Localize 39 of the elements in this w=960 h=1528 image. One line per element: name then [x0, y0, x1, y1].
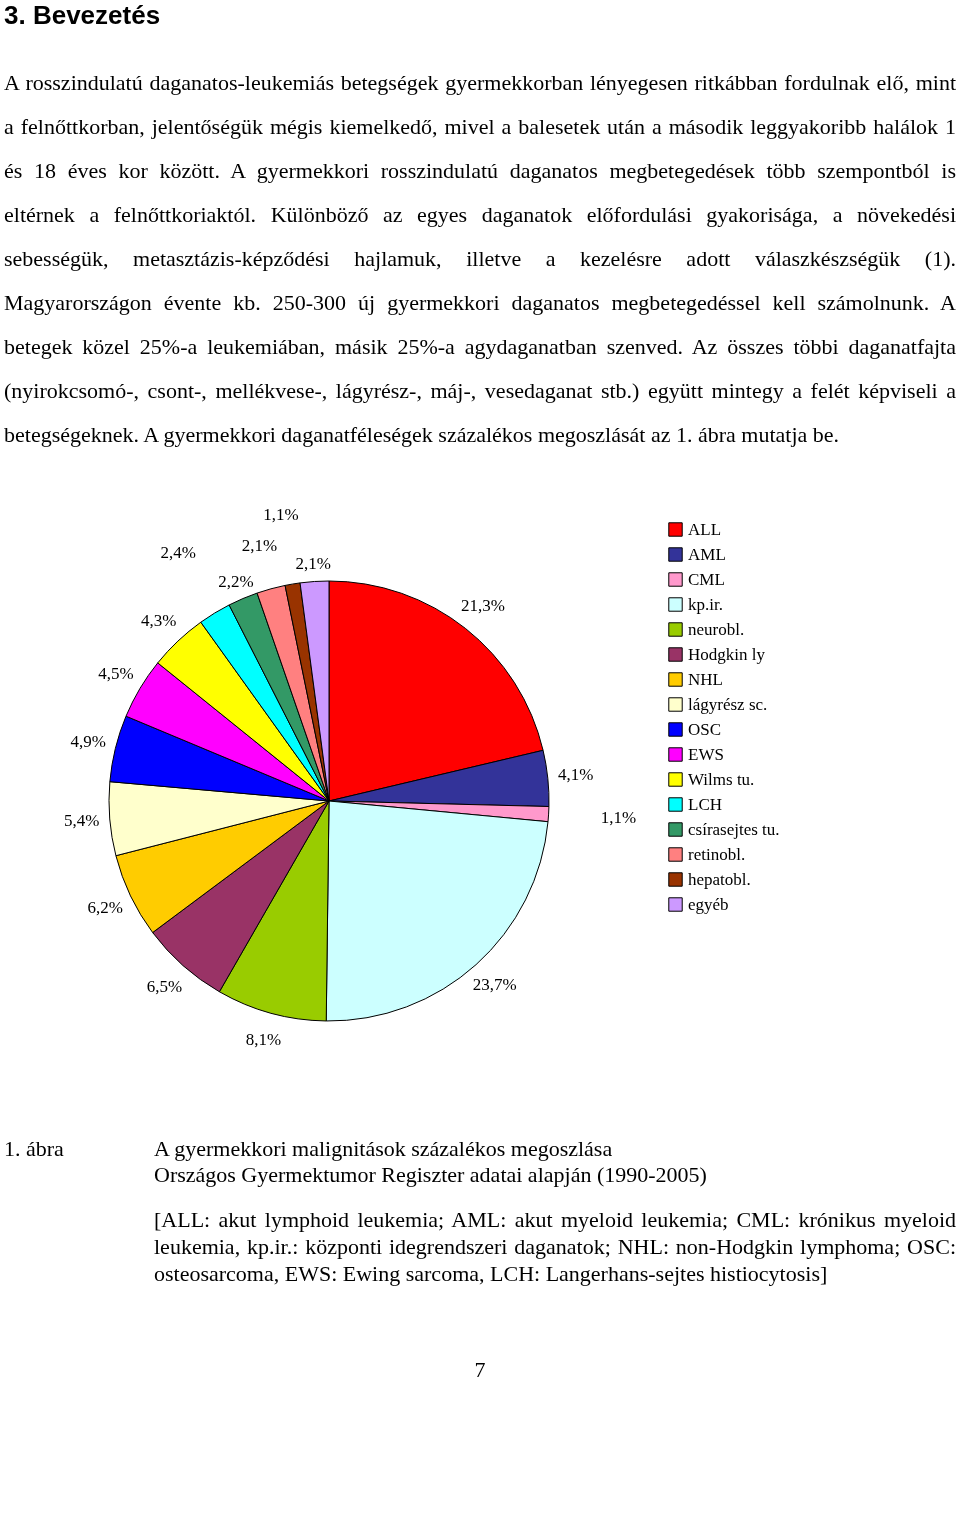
legend-label: OSC [688, 719, 722, 739]
legend-label: AML [688, 544, 726, 564]
data-label: 2,4% [160, 543, 196, 563]
data-label: 4,3% [140, 610, 177, 630]
data-label: 4,9% [70, 731, 106, 751]
text: 1. ábra [4, 1136, 65, 1163]
text: A gyermekkori malignitások százalékos megoszlása [154, 1136, 614, 1162]
text: 3. Bevezetés [4, 0, 162, 31]
legend-label: retinobl. [688, 844, 746, 864]
data-label: 21,3% [460, 596, 505, 616]
legend-label: CML [688, 569, 725, 589]
data-label: 1,1% [600, 808, 637, 828]
data-label: 4,5% [98, 664, 134, 684]
legend-label: hepatobl. [688, 869, 751, 889]
legend-label: neurobl. [688, 619, 745, 639]
legend-label: egyéb [688, 894, 729, 914]
text: A rosszindulatú daganatos-leukemiás betegségek gyermekkorban lényegesen ritkábban fordulnak elő, mint a felnőttkorban, jelentőségük mégis kiemelkedő, mivel a balesetek után a második leggyakoribb halálok 1 és 18 éves kor között. A gyermekkori rosszindulatú daganatos megbetegedések több szempontból is eltérnek a felnőttkoriaktól. Különböző az egyes daganatok előfordulási gyakorisága, a növekedési sebességük, metasztázis-képződési hajlamuk, illetve a kezelésre adott válaszkészségük (1). Magyarországon évente kb. 250-300 új gyermekkori daganatos megbetegedéssel kell számolnunk. A betegek közel 25%-a leukemiában, másik 25%-a agydaganatban szenved. Az összes többi daganatfajta (nyirokcsomó-, csont-, mellékvese-, lágyrész-, máj-, vesedaganat stb.) együtt mintegy a felét képviseli a betegségeknek. A gyermekkori daganatféleségek százalékos megoszlását az 1. ábra mutatja be. [4, 70, 956, 447]
legend-label: EWS [688, 744, 724, 764]
text: [ALL: akut lymphoid leukemia; AML: akut myeloid leukemia; CML: krónikus myeloid leukemia, kp.ir.: központi idegrendszeri daganatok; NHL: non-Hodgkin lymphoma; OSC: osteosarcoma, EWS: Ewing sarcoma, LCH: Langerhans-sejtes histiocytosis] [154, 1206, 956, 1287]
data-label: 4,1% [557, 765, 594, 785]
data-label: 23,7% [472, 975, 517, 995]
legend-label: ALL [688, 519, 722, 539]
data-label: 8,1% [245, 1030, 282, 1050]
data-label: 2,1% [241, 536, 278, 556]
legend-label: kp.ir. [688, 594, 723, 614]
legend-label: Hodgkin ly [688, 644, 766, 664]
data-label: 5,4% [64, 811, 100, 831]
data-label: 2,2% [218, 571, 254, 591]
data-label: 6,5% [146, 976, 183, 996]
legend-label: LCH [688, 794, 722, 814]
legend-label: csírasejtes tu. [688, 819, 780, 839]
data-label: 2,1% [295, 553, 332, 573]
legend-label: NHL [688, 669, 723, 689]
text: Országos Gyermektumor Regiszter adatai alapján (1990-2005) [154, 1162, 707, 1188]
legend-label: lágyrész sc. [688, 694, 768, 714]
data-label: 1,1% [263, 505, 299, 525]
legend-label: Wilms tu. [688, 769, 755, 789]
text: 7 [473, 1357, 487, 1383]
data-label: 6,2% [87, 898, 123, 917]
